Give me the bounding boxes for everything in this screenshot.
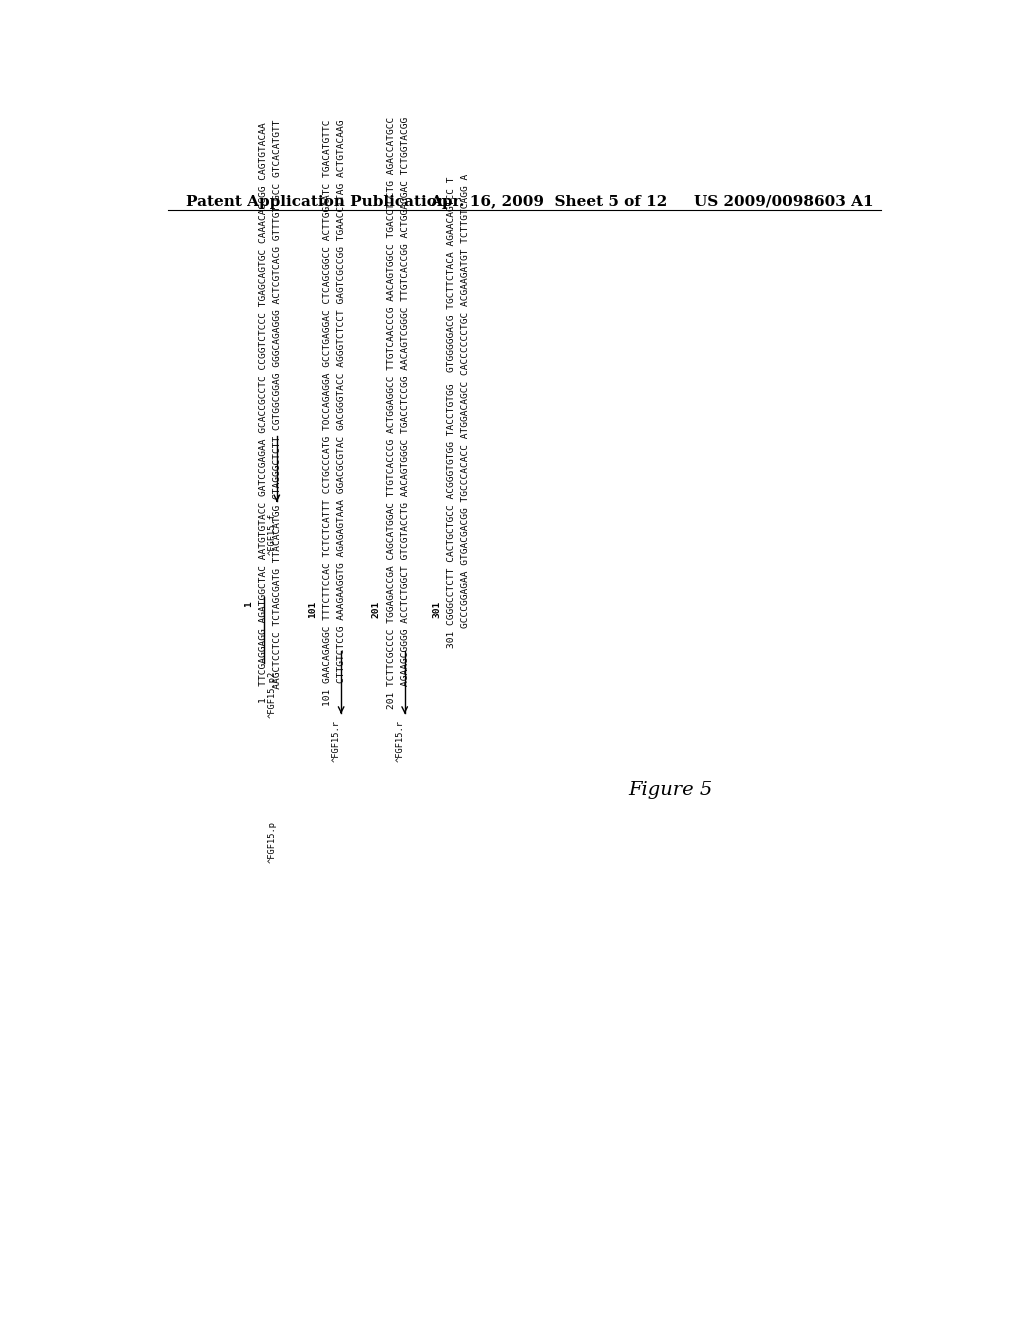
Text: ^FGF15.r: ^FGF15.r — [395, 721, 404, 763]
Text: GCCCGGAGAA GTGACGACGG TGCCCACACC ATGGACAGCC CACCCCCCTGC ACGAAGATGT TCTTGTCAGG A: GCCCGGAGAA GTGACGACGG TGCCCACACC ATGGACA… — [462, 174, 470, 651]
Text: 1: 1 — [244, 601, 253, 607]
Text: AAGCTCCTCC TCTAGCGATG TTACACATGG CTAGGGCTCTT CGTGGCGGAG GGGCAGAGGG ACTCGTCACG GT: AAGCTCCTCC TCTAGCGATG TTACACATGG CTAGGGC… — [273, 119, 282, 706]
Text: ^FGF15.p2: ^FGF15.p2 — [267, 671, 276, 718]
Text: Apr. 16, 2009  Sheet 5 of 12: Apr. 16, 2009 Sheet 5 of 12 — [430, 194, 668, 209]
Text: ^FGF15.f: ^FGF15.f — [267, 512, 276, 554]
Text: US 2009/0098603 A1: US 2009/0098603 A1 — [693, 194, 873, 209]
Text: 201: 201 — [372, 601, 381, 618]
Text: 301: 301 — [432, 601, 441, 618]
Text: 101 GAACAGAGGC TTTCTTCCAC TCTCTCATTT CCTGCCCATG TOCCAGAGGA GCCTGAGGAC CTCAGCGGCC: 101 GAACAGAGGC TTTCTTCCAC TCTCTCATTT CCT… — [324, 119, 333, 706]
Text: 101: 101 — [308, 601, 317, 618]
Text: CTTGTCTCCG AAAGAAGGTG AGAGAGTAAA GGACGCGTAC GACGGGTACC AGGGTCTCCT GAGTCGCCGG TGA: CTTGTCTCCG AAAGAAGGTG AGAGAGTAAA GGACGCG… — [337, 119, 346, 706]
Text: 201 TCTTCGCCCC TGGAGACCGA CAGCATGGAC TTGTCACCCG ACTGGAGGCC TTGTCAACCCG AACAGTGGC: 201 TCTTCGCCCC TGGAGACCGA CAGCATGGAC TTG… — [387, 116, 396, 709]
Text: AGAAGCGGGG ACCTCTGGCT GTCGTACCTG AACAGTGGGC TGACCTCCGG AACAGTCGGGC TTGTCACCGG AC: AGAAGCGGGG ACCTCTGGCT GTCGTACCTG AACAGTG… — [401, 116, 410, 709]
Text: 301 CGGGCCTCTT CACTGCTGCC ACGGGTGTGG TACCTGTGG  GTGGGGGACG TGCTTCTACA AGAACAGTCC: 301 CGGGCCTCTT CACTGCTGCC ACGGGTGTGG TAC… — [447, 177, 457, 648]
Text: Figure 5: Figure 5 — [629, 781, 713, 799]
Text: Patent Application Publication: Patent Application Publication — [186, 194, 449, 209]
Text: ^FGF15.p: ^FGF15.p — [267, 821, 276, 862]
Text: 1  TTCGAGGAGG AGATGGCTAC AATGTGTACC GATCCGAGAA GCACCGCCTC CCGGTCTCCC TGAGCAGTGC : 1 TTCGAGGAGG AGATGGCTAC AATGTGTACC GATCC… — [259, 123, 268, 702]
Text: ^FGF15.r: ^FGF15.r — [332, 721, 341, 763]
